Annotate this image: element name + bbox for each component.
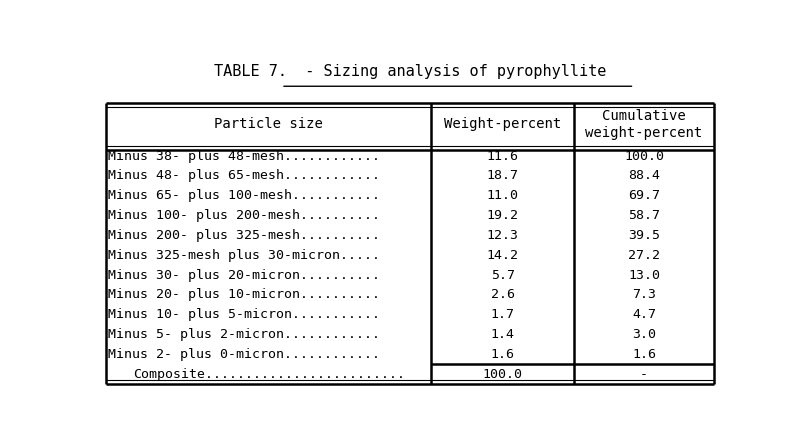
Text: 19.2: 19.2 <box>486 209 518 222</box>
Text: 14.2: 14.2 <box>486 249 518 262</box>
Text: Minus 100- plus 200-mesh..........: Minus 100- plus 200-mesh.......... <box>108 209 380 222</box>
Text: Minus 200- plus 325-mesh..........: Minus 200- plus 325-mesh.......... <box>108 229 380 242</box>
Text: 11.6: 11.6 <box>486 150 518 163</box>
Text: 100.0: 100.0 <box>482 368 522 381</box>
Text: 1.7: 1.7 <box>490 308 514 321</box>
Text: 69.7: 69.7 <box>628 189 660 202</box>
Text: Minus 38- plus 48-mesh............: Minus 38- plus 48-mesh............ <box>108 150 380 163</box>
Text: Minus 30- plus 20-micron..........: Minus 30- plus 20-micron.......... <box>108 268 380 282</box>
Text: Minus 20- plus 10-micron..........: Minus 20- plus 10-micron.......... <box>108 288 380 301</box>
Text: 7.3: 7.3 <box>632 288 656 301</box>
Text: 18.7: 18.7 <box>486 170 518 183</box>
Text: 4.7: 4.7 <box>632 308 656 321</box>
Text: 88.4: 88.4 <box>628 170 660 183</box>
Text: Minus 65- plus 100-mesh...........: Minus 65- plus 100-mesh........... <box>108 189 380 202</box>
Text: 12.3: 12.3 <box>486 229 518 242</box>
Text: Minus 48- plus 65-mesh............: Minus 48- plus 65-mesh............ <box>108 170 380 183</box>
Text: -: - <box>640 368 648 381</box>
Text: 2.6: 2.6 <box>490 288 514 301</box>
Text: 3.0: 3.0 <box>632 328 656 341</box>
Text: Weight-percent: Weight-percent <box>444 117 562 132</box>
Text: 39.5: 39.5 <box>628 229 660 242</box>
Text: 27.2: 27.2 <box>628 249 660 262</box>
Text: TABLE 7.  - Sizing analysis of pyrophyllite: TABLE 7. - Sizing analysis of pyrophylli… <box>214 64 606 79</box>
Text: 58.7: 58.7 <box>628 209 660 222</box>
Text: Particle size: Particle size <box>214 117 323 132</box>
Text: Minus 10- plus 5-micron...........: Minus 10- plus 5-micron........... <box>108 308 380 321</box>
Text: 1.6: 1.6 <box>490 348 514 361</box>
Text: Minus 325-mesh plus 30-micron.....: Minus 325-mesh plus 30-micron..... <box>108 249 380 262</box>
Text: 100.0: 100.0 <box>624 150 664 163</box>
Text: 1.4: 1.4 <box>490 328 514 341</box>
Text: Minus 5- plus 2-micron............: Minus 5- plus 2-micron............ <box>108 328 380 341</box>
Text: Composite.........................: Composite......................... <box>133 368 405 381</box>
Text: 11.0: 11.0 <box>486 189 518 202</box>
Text: 1.6: 1.6 <box>632 348 656 361</box>
Text: 13.0: 13.0 <box>628 268 660 282</box>
Text: 5.7: 5.7 <box>490 268 514 282</box>
Text: Cumulative
weight-percent: Cumulative weight-percent <box>586 109 702 140</box>
Text: Minus 2- plus 0-micron............: Minus 2- plus 0-micron............ <box>108 348 380 361</box>
